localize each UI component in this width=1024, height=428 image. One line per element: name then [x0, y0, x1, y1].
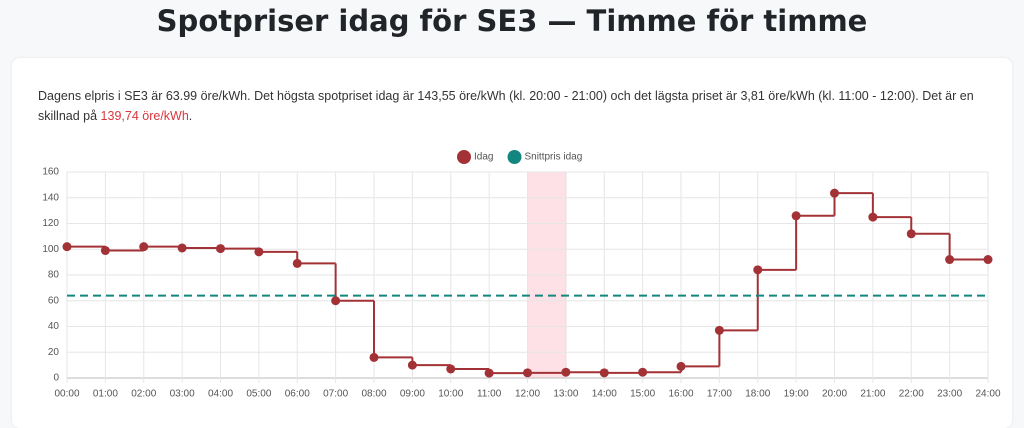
x-tick-label: 10:00 — [438, 389, 463, 400]
x-tick-label: 24:00 — [975, 389, 1000, 400]
description: Dagens elpris i SE3 är 63.99 öre/kWh. De… — [38, 86, 998, 126]
y-tick-label: 160 — [42, 167, 59, 178]
legend-marker — [457, 150, 471, 164]
legend-label: Snittpris idag — [524, 152, 582, 163]
x-tick-label: 11:00 — [477, 389, 502, 400]
point — [599, 368, 609, 378]
x-tick-label: 19:00 — [784, 389, 809, 400]
point — [868, 212, 878, 222]
y-tick-label: 140 — [42, 192, 59, 203]
x-tick-label: 02:00 — [131, 389, 156, 400]
x-tick-label: 22:00 — [899, 389, 924, 400]
x-tick-label: 16:00 — [668, 389, 693, 400]
x-tick-label: 08:00 — [361, 389, 386, 400]
point — [331, 296, 341, 306]
x-tick-label: 03:00 — [170, 389, 195, 400]
x-tick-label: 05:00 — [246, 389, 271, 400]
point — [484, 368, 494, 378]
point — [676, 361, 686, 371]
point — [292, 258, 302, 268]
x-tick-label: 07:00 — [323, 389, 348, 400]
point — [906, 229, 916, 239]
point — [945, 255, 955, 265]
x-tick-label: 04:00 — [208, 389, 233, 400]
description-text: Dagens elpris i SE3 är 63.99 öre/kWh. De… — [38, 89, 974, 123]
x-tick-label: 12:00 — [515, 389, 540, 400]
point — [523, 368, 532, 378]
point — [216, 244, 225, 254]
point — [638, 367, 648, 377]
x-tick-label: 21:00 — [860, 389, 885, 400]
x-tick-label: 15:00 — [630, 389, 655, 400]
point — [369, 352, 379, 362]
x-tick-label: 17:00 — [707, 389, 732, 400]
description-highlight: 139,74 öre/kWh — [100, 109, 189, 123]
point — [254, 247, 264, 257]
page: Spotpriser idag för SE3 — Timme för timm… — [38, 4, 1001, 400]
point — [561, 367, 571, 377]
point — [100, 246, 110, 256]
x-tick-label: 00:00 — [54, 389, 79, 400]
point — [791, 211, 801, 221]
chart: 0 20 40 60 80 100 120 140 160 00:00 01:00 02:00 03:0… — [42, 150, 1001, 400]
y-tick-label: 80 — [48, 270, 60, 281]
point — [983, 255, 993, 265]
y-tick-label: 60 — [48, 295, 60, 306]
card: Dagens elpris i SE3 är 63.99 öre/kWh. De… — [12, 58, 1012, 428]
description-end: . — [188, 109, 193, 123]
y-tick-label: 120 — [42, 218, 59, 229]
x-tick-label: 09:00 — [400, 389, 425, 400]
legend-label: Idag — [474, 152, 493, 163]
x-tick-label: 18:00 — [745, 389, 770, 400]
y-tick-label: 20 — [48, 347, 60, 358]
point — [714, 325, 724, 335]
point — [446, 364, 456, 374]
x-tick-label: 23:00 — [937, 389, 962, 400]
legend-marker — [507, 150, 522, 164]
point — [139, 242, 149, 252]
point — [753, 265, 763, 275]
point — [830, 188, 839, 198]
point — [407, 360, 417, 370]
point — [177, 243, 187, 253]
x-tick-label: 06:00 — [285, 389, 310, 400]
page-title: Spotpriser idag för SE3 — Timme för timm… — [156, 4, 868, 38]
x-tick-label: 01:00 — [93, 389, 118, 400]
y-tick-label: 100 — [42, 244, 59, 255]
point — [62, 242, 72, 252]
x-tick-label: 13:00 — [553, 389, 578, 400]
x-tick-label: 20:00 — [822, 389, 847, 400]
y-tick-label: 0 — [53, 373, 59, 384]
x-tick-label: 14:00 — [592, 389, 617, 400]
y-tick-label: 40 — [48, 321, 60, 332]
